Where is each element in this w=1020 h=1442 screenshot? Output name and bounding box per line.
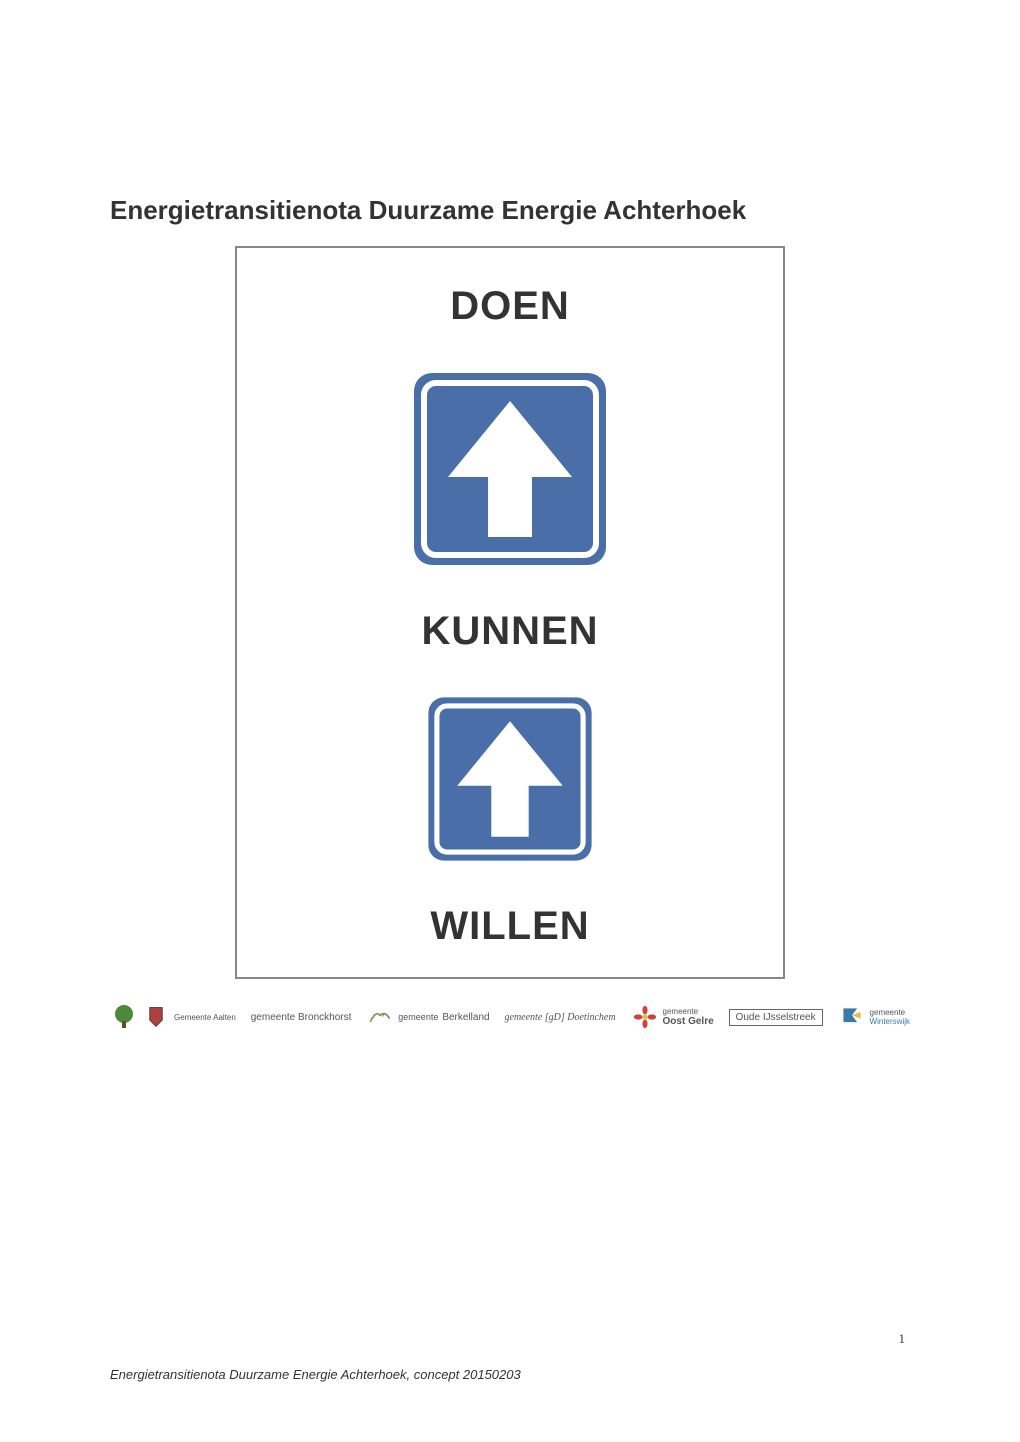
content-frame: DOEN KUNNEN WILLEN (235, 246, 785, 979)
word-willen: WILLEN (267, 904, 753, 949)
footer-text: Energietransitienota Duurzame Energie Ac… (110, 1367, 521, 1382)
page-title: Energietransitienota Duurzame Energie Ac… (110, 195, 910, 226)
page-number: 1 (899, 1331, 906, 1347)
logo-doetinchem: gemeente [gD] Doetinchem (505, 1012, 616, 1023)
logo-label: gemeente [gD] Doetinchem (505, 1012, 616, 1023)
logo-winterswijk: gemeente Winterswijk (838, 1003, 910, 1031)
word-kunnen: KUNNEN (267, 609, 753, 654)
tree-icon (110, 1003, 138, 1031)
flag-icon (838, 1003, 866, 1031)
logo-label: Oost Gelre (663, 1016, 714, 1027)
logo-oostgelre: gemeente Oost Gelre (631, 1003, 714, 1031)
logo-label: Winterswijk (870, 1017, 910, 1026)
logo-aalten: Gemeente Aalten (110, 1003, 236, 1031)
logo-berkelland: gemeente Berkelland (366, 1003, 489, 1031)
word-doen: DOEN (267, 284, 753, 329)
logo-oudeijsselstreek: Oude IJsselstreek (729, 1009, 823, 1026)
arrow-sign-lower (425, 694, 595, 864)
logo-label: gemeente Bronckhorst (251, 1012, 352, 1023)
logo-label: gemeente (870, 1008, 910, 1017)
logo-label: gemeente (398, 1012, 438, 1022)
logo-label: gemeente (663, 1007, 714, 1016)
municipality-logos: Gemeente Aalten gemeente Bronckhorst gem… (110, 1003, 910, 1031)
leaf-icon (366, 1003, 394, 1031)
logo-bronckhorst: gemeente Bronckhorst (251, 1012, 352, 1023)
logo-label: Gemeente Aalten (174, 1013, 236, 1022)
logo-label: Oude IJsselstreek (729, 1009, 823, 1026)
shield-icon (142, 1003, 170, 1031)
arrow-sign-upper (410, 369, 610, 569)
flower-icon (631, 1003, 659, 1031)
logo-label: Berkelland (442, 1012, 489, 1023)
